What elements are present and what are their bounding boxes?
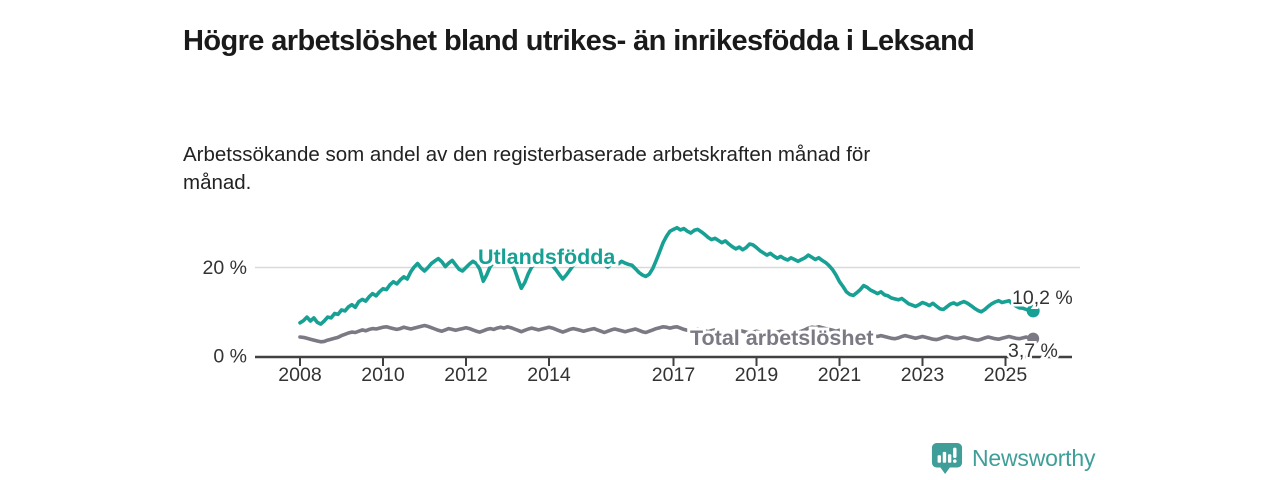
x-tick-label: 2017 [652,364,695,386]
x-tick-label: 2010 [361,364,405,386]
total-end-value: 3,7 % [1008,340,1058,362]
total-arbetsloshet-label: Total arbetslöshet [690,326,874,350]
utlandsfodda-end-dot [1026,304,1040,318]
brand-name: Newsworthy [972,444,1096,471]
newsworthy-logo-icon [931,442,963,474]
x-tick-label: 2019 [735,364,778,386]
page-title: Högre arbetslöshet bland utrikes- än inr… [183,25,975,58]
utlandsfodda-line [298,225,1035,326]
x-tick-label: 2014 [527,364,571,386]
chart-subtitle: Arbetssökande som andel av den registerb… [183,142,871,194]
total-end-dot [1027,332,1040,345]
x-tick-label: 2023 [901,364,944,386]
x-tick-label: 2025 [984,364,1028,386]
y-tick-label: 20 % [203,257,247,279]
x-tick-label: 2012 [444,364,487,386]
brand-footer: Newsworthy [931,441,1095,475]
y-tick-label: 0 % [213,346,247,368]
x-tick-label: 2021 [818,364,861,386]
x-tick-label: 2008 [278,364,321,386]
total-arbetsloshet-line [298,323,1035,344]
utlandsfodda-end-value: 10,2 % [1012,287,1073,309]
utlandsfodda-label: Utlandsfödda [478,245,616,269]
